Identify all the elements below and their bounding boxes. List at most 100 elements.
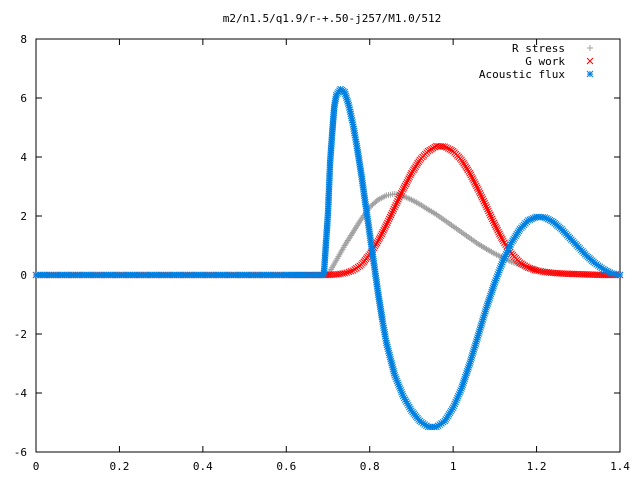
data-point — [460, 379, 467, 387]
data-point — [383, 339, 390, 347]
data-point — [506, 243, 514, 250]
data-point — [394, 197, 401, 205]
data-point — [470, 346, 478, 353]
data-point — [479, 316, 487, 323]
x-tick-label: 0.2 — [109, 460, 129, 473]
data-point — [341, 88, 349, 96]
data-point — [483, 302, 491, 309]
data-point — [493, 274, 500, 282]
data-point — [398, 188, 406, 195]
data-point — [483, 203, 490, 211]
data-point — [486, 211, 494, 219]
data-point — [469, 350, 477, 357]
data-point — [616, 271, 624, 279]
data-point — [529, 214, 537, 222]
data-point — [488, 215, 496, 223]
data-point — [482, 306, 490, 313]
data-point — [459, 381, 467, 389]
data-point — [493, 225, 501, 232]
data-point — [453, 396, 460, 404]
data-point — [481, 308, 489, 315]
data-point — [446, 145, 454, 153]
data-point — [466, 169, 474, 177]
data-point — [395, 383, 403, 390]
data-point — [548, 217, 555, 225]
data-point — [468, 352, 476, 359]
data-point — [342, 92, 350, 100]
y-tick-label: 8 — [20, 33, 27, 46]
data-point — [490, 219, 498, 227]
data-point — [472, 180, 479, 188]
data-point — [458, 385, 465, 392]
plot-frame — [35, 38, 621, 453]
data-point — [478, 318, 486, 325]
data-point — [405, 175, 413, 182]
data-point — [475, 188, 483, 195]
x-tick-label: 1.2 — [527, 460, 547, 473]
data-point — [392, 373, 399, 381]
legend-label: Acoustic flux — [479, 68, 565, 81]
data-point — [497, 234, 505, 241]
y-tick-label: 6 — [20, 92, 27, 105]
data-point — [504, 247, 512, 254]
data-point — [464, 365, 472, 373]
data-point — [495, 228, 502, 236]
data-point — [472, 340, 480, 347]
data-point — [528, 215, 535, 223]
series-layer — [32, 85, 624, 431]
data-point — [403, 399, 411, 407]
data-point — [586, 57, 594, 65]
data-point — [395, 381, 402, 389]
data-point — [376, 234, 384, 241]
data-point — [467, 171, 475, 179]
data-point — [404, 177, 412, 184]
data-point — [397, 386, 405, 394]
data-point — [496, 266, 503, 274]
data-point — [474, 186, 482, 193]
data-point — [484, 300, 492, 307]
data-point — [586, 70, 594, 78]
data-point — [475, 330, 483, 337]
x-tick-label: 1 — [450, 460, 457, 473]
data-point — [601, 266, 609, 274]
data-point — [485, 298, 492, 306]
data-point — [490, 280, 498, 288]
data-point — [373, 198, 380, 205]
y-tick-label: 2 — [20, 210, 27, 223]
data-point — [383, 221, 390, 229]
data-point — [456, 389, 464, 396]
data-point — [441, 143, 449, 151]
data-point — [463, 367, 471, 375]
data-point — [477, 191, 485, 199]
data-point — [470, 177, 477, 184]
data-point — [399, 186, 407, 193]
data-point — [505, 245, 513, 252]
data-point — [390, 369, 398, 377]
data-point — [477, 322, 485, 329]
data-point — [396, 191, 404, 199]
data-point — [471, 178, 478, 186]
data-point — [384, 217, 392, 225]
data-point — [439, 143, 447, 150]
data-point — [496, 230, 503, 238]
data-point — [385, 349, 393, 357]
data-point — [524, 217, 532, 224]
data-point — [458, 383, 466, 390]
data-point — [401, 182, 409, 190]
data-point — [476, 326, 484, 333]
data-point — [457, 387, 465, 394]
data-point — [386, 353, 394, 361]
data-point — [466, 360, 474, 367]
data-point — [400, 184, 408, 192]
data-point — [480, 197, 488, 205]
data-point — [453, 394, 461, 402]
data-point — [486, 294, 494, 302]
data-point — [499, 258, 506, 266]
data-point — [501, 252, 509, 260]
data-point — [468, 354, 475, 361]
data-point — [343, 269, 351, 276]
data-point — [399, 392, 407, 400]
data-point — [473, 336, 481, 343]
series-2 — [32, 85, 624, 431]
